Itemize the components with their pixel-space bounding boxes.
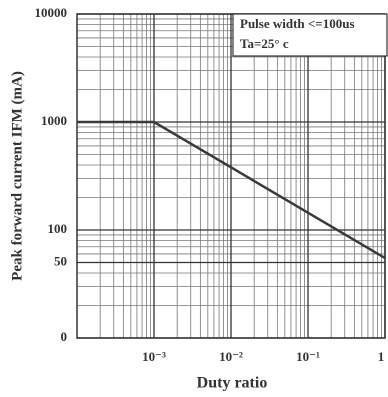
data-line [77,120,386,260]
x-tick-label: 10⁻¹ [296,349,320,364]
plot-frame [76,13,386,339]
x-axis-label: Duty ratio [197,375,268,392]
x-tick-label: 10⁻² [219,349,243,364]
annotation-box [232,13,388,57]
y-tick-label: 50 [54,253,67,268]
x-tick-label: 10⁻³ [142,349,166,364]
x-tick-label: 1 [378,349,385,364]
y-axis-label: Peak forward current IFM (mA) [9,71,25,281]
y-tick-label: 10000 [35,5,68,20]
y-tick-label: 100 [48,221,68,236]
y-tick-label: 0 [61,329,68,344]
y-tick-label: 1000 [41,113,67,128]
annotation: Ta=25° c [240,36,289,51]
annotation: Pulse width <=100us [240,16,355,31]
